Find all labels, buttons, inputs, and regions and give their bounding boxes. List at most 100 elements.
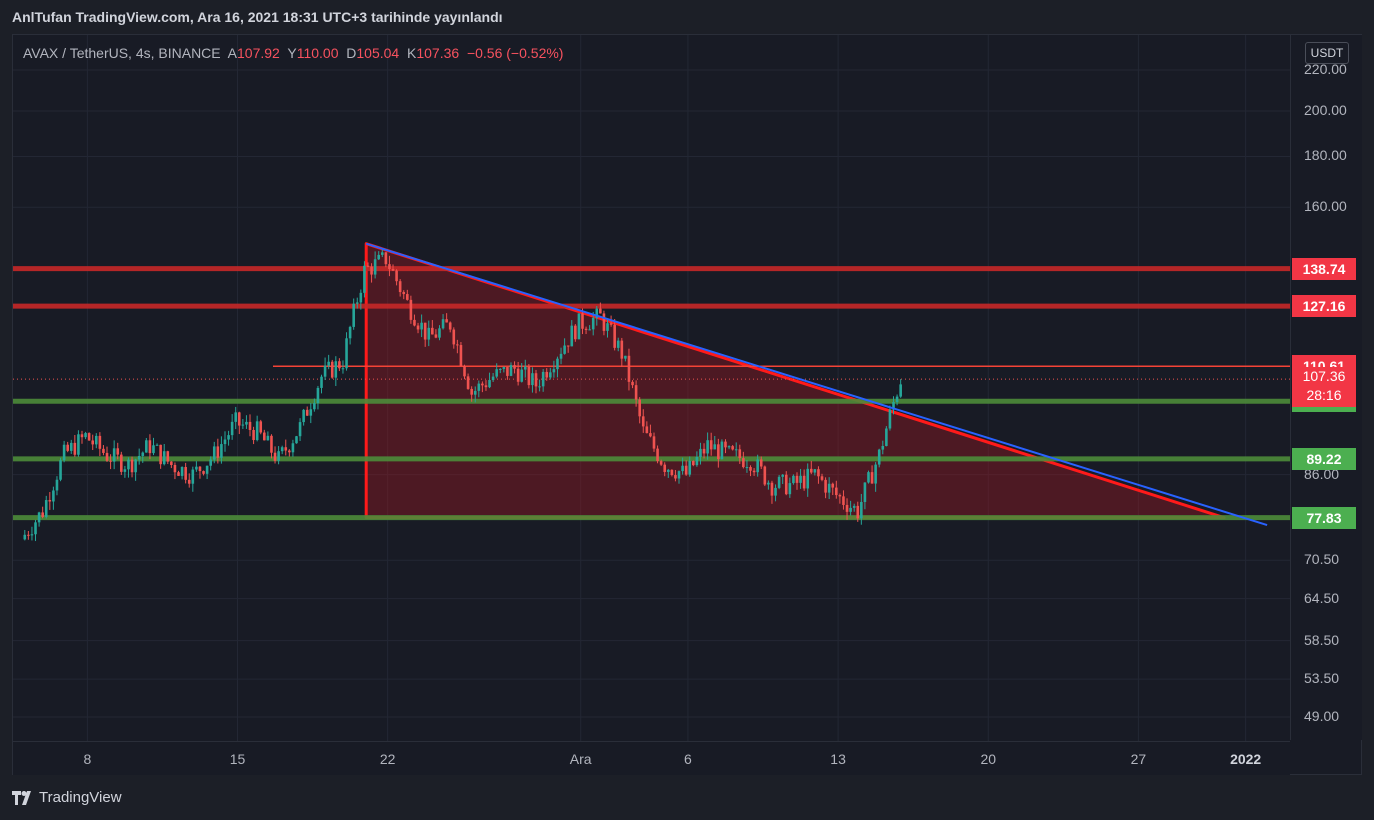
candle xyxy=(899,379,902,398)
candle xyxy=(863,482,867,510)
candle-body xyxy=(155,444,159,446)
candle xyxy=(649,424,652,438)
candle xyxy=(202,470,205,476)
candle xyxy=(62,440,66,463)
levels-layer xyxy=(13,266,1290,521)
candle xyxy=(177,470,180,476)
candle-body xyxy=(105,452,109,461)
candle xyxy=(645,421,649,434)
candle-body xyxy=(59,460,62,480)
footer-brand[interactable]: TradingView xyxy=(12,789,122,806)
candle-body xyxy=(620,340,624,359)
candle xyxy=(145,438,148,453)
candle-body xyxy=(80,434,84,438)
candle xyxy=(431,320,434,335)
symbol-name[interactable]: AVAX / TetherUS, 4s, BINANCE xyxy=(23,45,221,61)
candle-body xyxy=(498,368,502,370)
symbol-legend: AVAX / TetherUS, 4s, BINANCE A107.92 Y11… xyxy=(23,45,563,61)
currency-button[interactable]: USDT xyxy=(1305,42,1349,64)
candle-body xyxy=(352,303,355,327)
candle xyxy=(666,468,670,478)
candle-body xyxy=(831,483,835,488)
candle-body xyxy=(273,452,277,461)
candle-body xyxy=(595,308,599,318)
candle xyxy=(895,394,899,406)
candle xyxy=(305,406,309,416)
candle xyxy=(466,373,470,390)
candle-body xyxy=(495,369,498,377)
candle xyxy=(87,432,91,441)
candle xyxy=(677,470,681,484)
candle-body xyxy=(359,292,363,303)
candle-body xyxy=(123,469,127,472)
candle-body xyxy=(413,319,416,326)
candle-body xyxy=(302,409,305,423)
candle-body xyxy=(234,412,238,422)
candle-body xyxy=(874,464,877,484)
candle-body xyxy=(506,367,509,376)
candle-body xyxy=(184,467,187,480)
candle-body xyxy=(69,442,73,451)
candle-body xyxy=(820,476,824,480)
candle xyxy=(777,474,781,490)
candle xyxy=(355,297,359,309)
candle-body xyxy=(177,472,180,476)
candle xyxy=(506,367,509,380)
candle-body xyxy=(391,269,395,271)
candle-body xyxy=(788,483,792,495)
candle xyxy=(309,403,313,424)
candle-body xyxy=(774,487,777,496)
candle-body xyxy=(724,441,727,448)
low-value: 105.04 xyxy=(356,45,400,61)
candle-body xyxy=(55,479,59,491)
candle xyxy=(570,320,574,347)
current-price-value: 107.36 xyxy=(1302,368,1346,385)
candle-body xyxy=(684,465,688,475)
candle xyxy=(159,444,162,469)
open-value: 107.92 xyxy=(237,45,280,61)
candle-body xyxy=(456,344,459,346)
candle xyxy=(134,458,137,481)
time-axis[interactable] xyxy=(13,741,1290,775)
candle-body xyxy=(280,447,284,452)
candle-body xyxy=(330,361,334,378)
candle-body xyxy=(212,446,216,460)
candle xyxy=(806,463,810,497)
descending-trendline xyxy=(365,242,1268,527)
candle-body xyxy=(523,366,527,370)
candle-body xyxy=(91,440,95,445)
candle xyxy=(652,432,656,452)
candle xyxy=(491,373,495,382)
price-tick: 49.00 xyxy=(1304,708,1340,724)
candle-body xyxy=(320,376,323,388)
candle xyxy=(549,367,552,380)
candle-body xyxy=(187,479,191,484)
candle xyxy=(280,445,284,455)
candle-body xyxy=(759,459,763,467)
candle xyxy=(481,381,484,393)
candle-body xyxy=(409,299,413,320)
candle xyxy=(223,431,227,452)
candle-body xyxy=(488,380,491,388)
candle xyxy=(295,435,298,444)
candle xyxy=(245,415,248,429)
candle-body xyxy=(41,512,44,517)
candle xyxy=(116,442,120,460)
candle xyxy=(44,495,48,519)
time-tick: 15 xyxy=(229,751,246,767)
current-price-label: 107.36 28:16 xyxy=(1292,367,1356,408)
candle xyxy=(731,444,734,451)
candle xyxy=(173,462,177,480)
candle xyxy=(473,386,477,403)
candle xyxy=(270,434,273,459)
time-tick: 2022 xyxy=(1230,751,1262,767)
price-tick: 220.00 xyxy=(1304,61,1347,77)
candle xyxy=(152,437,155,456)
candle xyxy=(216,438,220,464)
candle-body xyxy=(148,440,152,454)
candle xyxy=(867,470,870,484)
price-tick: 58.50 xyxy=(1304,631,1340,648)
candle-body xyxy=(545,371,549,378)
candle xyxy=(298,418,302,441)
candle xyxy=(130,456,134,478)
